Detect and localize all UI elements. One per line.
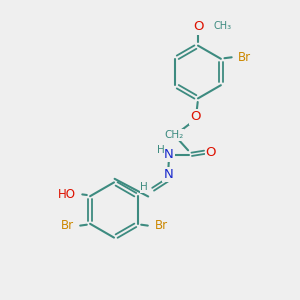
Text: CH₂: CH₂ [164,130,184,140]
Text: Br: Br [238,51,251,64]
Text: Br: Br [61,219,74,232]
Text: H: H [157,145,164,155]
Text: O: O [206,146,216,159]
Text: H: H [140,182,148,193]
Text: CH₃: CH₃ [214,21,232,31]
Text: N: N [164,148,174,161]
Text: O: O [190,110,201,124]
Text: O: O [193,20,203,34]
Text: HO: HO [58,188,76,201]
Text: N: N [164,168,173,182]
Text: Br: Br [154,219,167,232]
